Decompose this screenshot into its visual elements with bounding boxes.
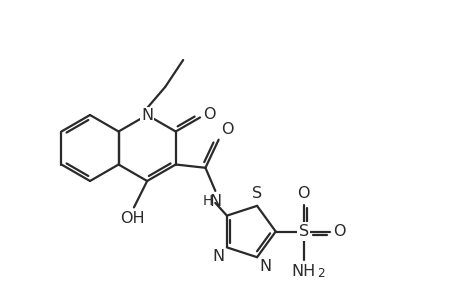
Text: O: O xyxy=(332,224,345,239)
Text: S: S xyxy=(298,224,308,239)
Text: OH: OH xyxy=(119,212,144,226)
Text: H: H xyxy=(202,194,213,208)
Text: N: N xyxy=(141,107,153,122)
Text: 2: 2 xyxy=(316,267,324,280)
Text: S: S xyxy=(252,186,262,201)
Text: NH: NH xyxy=(291,264,315,279)
Text: N: N xyxy=(213,249,224,264)
Text: N: N xyxy=(258,259,271,274)
Text: O: O xyxy=(202,107,215,122)
Text: N: N xyxy=(209,194,221,209)
Text: O: O xyxy=(220,122,233,137)
Text: O: O xyxy=(297,186,309,201)
